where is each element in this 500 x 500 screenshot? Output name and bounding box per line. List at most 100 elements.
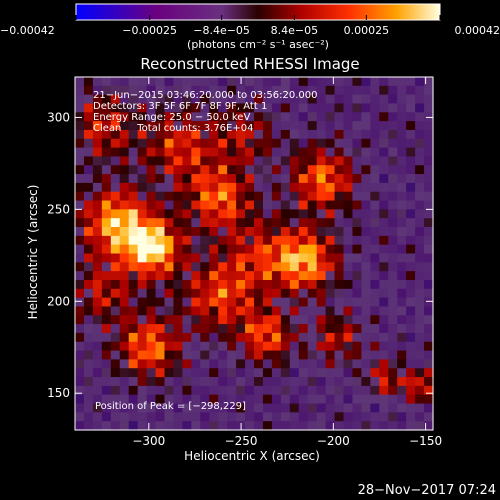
heatmap-cell: [370, 350, 380, 360]
heatmap-cell: [155, 262, 166, 272]
heatmap-cell: [262, 279, 273, 290]
heatmap-cell: [227, 147, 237, 158]
heatmap-cell: [146, 332, 157, 343]
heatmap-cell: [164, 359, 175, 369]
heatmap-cell: [388, 138, 398, 149]
heatmap-cell: [92, 147, 103, 158]
heatmap-cell: [298, 129, 309, 140]
heatmap-cell: [415, 253, 425, 263]
heatmap-cell: [182, 112, 192, 122]
heatmap-cell: [101, 288, 112, 299]
heatmap-cell: [236, 315, 246, 325]
heatmap-cell: [227, 227, 237, 237]
heatmap-cell: [307, 129, 318, 140]
heatmap-cell: [307, 121, 318, 131]
heatmap-cell: [415, 332, 425, 343]
heatmap-cell: [289, 279, 300, 290]
heatmap-cell: [334, 368, 345, 378]
heatmap-cell: [415, 200, 425, 210]
heatmap-cell: [254, 112, 264, 122]
heatmap-cell: [406, 156, 416, 166]
heatmap-cell: [271, 306, 282, 316]
heatmap-cell: [209, 147, 219, 158]
heatmap-cell: [236, 235, 246, 246]
heatmap-cell: [119, 297, 130, 308]
heatmap-cell: [164, 218, 175, 228]
heatmap-cell: [182, 94, 192, 105]
heatmap-cell: [379, 156, 389, 166]
heatmap-cell: [218, 94, 228, 105]
heatmap-cell: [155, 138, 166, 149]
heatmap-cell: [352, 271, 362, 281]
heatmap-cell: [227, 85, 237, 96]
heatmap-cell: [307, 341, 318, 352]
heatmap-cell: [146, 138, 157, 149]
heatmap-cell: [128, 94, 139, 105]
heatmap-cell: [227, 218, 237, 228]
heatmap-cell: [289, 288, 300, 299]
heatmap-cell: [415, 279, 425, 290]
heatmap-cell: [343, 174, 354, 184]
heatmap-cell: [334, 103, 345, 113]
heatmap-cell: [182, 218, 192, 228]
heatmap-cell: [191, 218, 201, 228]
heatmap-cell: [101, 165, 112, 175]
heatmap-cell: [334, 306, 345, 316]
heatmap-cell: [289, 103, 300, 113]
heatmap-cell: [146, 235, 157, 246]
plot-frame: [74, 76, 434, 431]
heatmap-cell: [173, 385, 183, 396]
heatmap-cell: [325, 77, 336, 87]
heatmap-cell: [424, 350, 434, 360]
heatmap-cell: [75, 174, 85, 184]
heatmap-cell: [227, 121, 237, 131]
heatmap-cell: [200, 191, 210, 202]
heatmap-cell: [280, 253, 291, 263]
heatmap-cell: [209, 94, 219, 105]
heatmap-cell: [155, 271, 166, 281]
heatmap-cell: [343, 85, 354, 96]
heatmap-cell: [119, 271, 130, 281]
heatmap-cell: [164, 253, 175, 263]
heatmap-cell: [280, 377, 291, 387]
heatmap-cell: [361, 77, 371, 87]
heatmap-cell: [298, 421, 309, 431]
heatmap-cell: [298, 324, 309, 334]
heatmap-cell: [352, 218, 362, 228]
heatmap-cell: [209, 77, 219, 87]
heatmap-cell: [388, 182, 398, 193]
heatmap-cell: [379, 121, 389, 131]
heatmap-cell: [209, 279, 219, 290]
heatmap-cell: [415, 191, 425, 202]
heatmap-cell: [415, 315, 425, 325]
heatmap-cell: [361, 85, 371, 96]
heatmap-cell: [424, 262, 434, 272]
heatmap-cell: [218, 121, 228, 131]
heatmap-cell: [316, 182, 327, 193]
heatmap-cell: [146, 412, 157, 422]
heatmap-cell: [343, 279, 354, 290]
heatmap-cell: [218, 421, 228, 431]
heatmap-cell: [92, 209, 103, 219]
heatmap-cell: [110, 306, 121, 316]
heatmap-cell: [325, 112, 336, 122]
heatmap-cell: [75, 156, 85, 166]
heatmap-cell: [92, 350, 103, 360]
heatmap-cell: [379, 332, 389, 343]
heatmap-cell: [424, 306, 434, 316]
heatmap-cell: [316, 209, 327, 219]
heatmap-cell: [164, 174, 175, 184]
heatmap-cell: [119, 394, 130, 405]
heatmap-cell: [298, 174, 309, 184]
heatmap-cell: [289, 200, 300, 210]
heatmap-cell: [236, 324, 246, 334]
heatmap-cell: [424, 324, 434, 334]
heatmap-cell: [289, 227, 300, 237]
heatmap-cell: [191, 121, 201, 131]
colorbar-tick-label: −0.00042: [0, 24, 55, 37]
heatmap-cell: [271, 112, 282, 122]
heatmap-cell: [388, 306, 398, 316]
heatmap-cell: [83, 403, 94, 413]
heatmap-cell: [406, 218, 416, 228]
heatmap-cell: [191, 279, 201, 290]
